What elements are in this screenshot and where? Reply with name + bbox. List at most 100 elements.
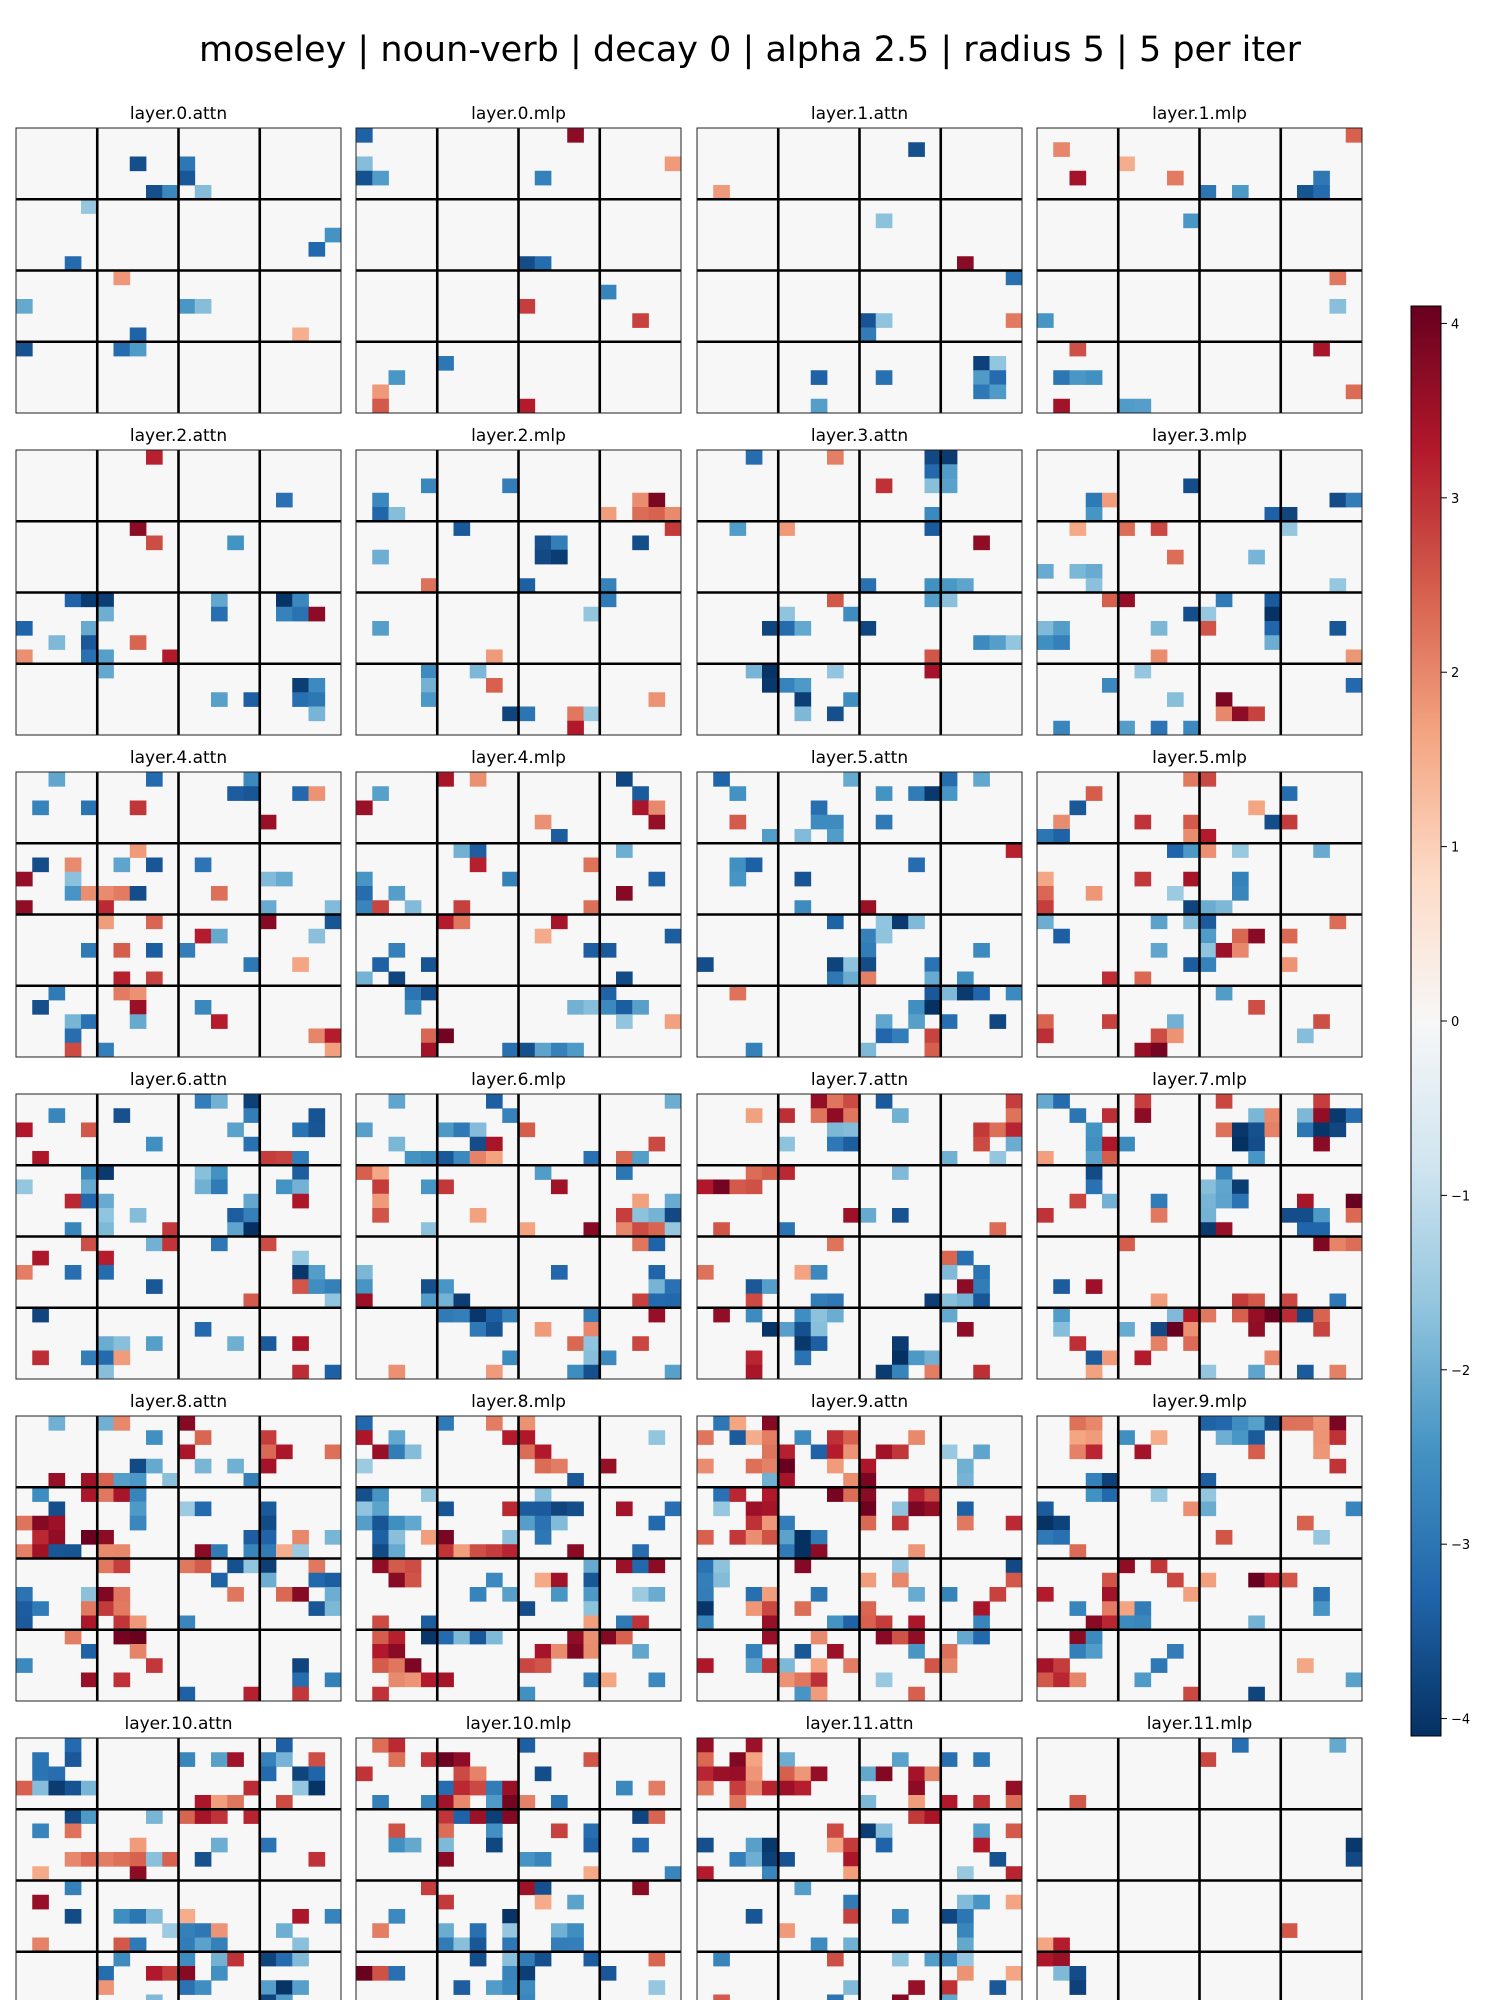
heatmap-cell [129, 1501, 147, 1517]
heatmap-cell [421, 678, 438, 693]
heatmap-cell [81, 635, 98, 650]
heatmap-cell [48, 772, 66, 787]
heatmap-cell [129, 985, 147, 1001]
heatmap-cell [794, 1672, 812, 1688]
heatmap-cell [632, 1615, 649, 1631]
heatmap-cell [1215, 1094, 1233, 1109]
heatmap-cell [194, 1795, 212, 1810]
heatmap-cell [356, 886, 373, 901]
heatmap-cell [421, 1795, 438, 1810]
heatmap-cell [16, 299, 33, 314]
heatmap-cell [469, 772, 487, 787]
heatmap-cell [875, 1028, 893, 1044]
heatmap-cell [1134, 1615, 1152, 1631]
heatmap-cell [308, 692, 326, 707]
heatmap-cell [940, 1909, 958, 1924]
heatmap-cell [859, 1823, 877, 1839]
heatmap-cell [1005, 1136, 1023, 1152]
heatmap-cell [1183, 1307, 1200, 1323]
heatmap-cell [372, 507, 389, 522]
heatmap-cell [794, 1530, 812, 1545]
heatmap-cell [1085, 1364, 1103, 1380]
heatmap-cell [908, 1014, 925, 1029]
heatmap-cell [778, 1458, 795, 1474]
heatmap-cell [1280, 1208, 1298, 1223]
heatmap-cell [1037, 914, 1054, 930]
heatmap-cell [664, 1866, 682, 1881]
heatmap-cell [745, 1780, 763, 1796]
heatmap-cell [1134, 871, 1152, 887]
heatmap-cell [1297, 1122, 1314, 1138]
heatmap-cell [356, 1458, 373, 1474]
heatmap-cell [292, 1179, 309, 1195]
heatmap-cell [1183, 213, 1200, 229]
heatmap-cell [924, 1501, 942, 1517]
heatmap-cell [810, 1587, 828, 1602]
heatmap-cell [64, 1222, 82, 1237]
heatmap-cell [648, 1809, 666, 1824]
heatmap-cell [259, 871, 277, 887]
heatmap-cell [1053, 1530, 1070, 1545]
heatmap-cell [404, 1837, 422, 1853]
heatmap-cell [1134, 398, 1152, 414]
heatmap-cell [745, 1364, 763, 1380]
heatmap-cell [308, 1780, 326, 1796]
heatmap-cell [583, 1151, 601, 1166]
heatmap-cell [292, 1250, 309, 1266]
heatmap-cell [1150, 720, 1168, 736]
heatmap-cell [502, 706, 519, 722]
heatmap-cell [632, 1880, 649, 1896]
heatmap-cell [1215, 692, 1233, 707]
heatmap-cell [843, 1866, 860, 1881]
heatmap-cell [616, 1151, 633, 1166]
heatmap-cell [973, 1615, 990, 1631]
heatmap-panel: layer.3.attn [696, 426, 1023, 736]
panel-frame [1036, 1093, 1363, 1380]
heatmap-cell [1085, 564, 1103, 579]
heatmap-cell [502, 1909, 519, 1924]
heatmap-cell [924, 507, 942, 522]
heatmap-cell [1183, 957, 1200, 972]
heatmap-cell [404, 1558, 422, 1574]
heatmap-cell [1069, 341, 1087, 357]
heatmap-cell [794, 1430, 812, 1445]
heatmap-cell [1037, 1672, 1054, 1688]
heatmap-cell [32, 1866, 49, 1881]
heatmap-cell [113, 1615, 131, 1631]
heatmap-cell [1345, 1501, 1363, 1517]
heatmap-cell [729, 1766, 747, 1782]
panel-title: layer.7.attn [811, 1070, 908, 1090]
heatmap-cell [259, 1151, 277, 1166]
heatmap-cell [973, 635, 990, 650]
heatmap-cell [146, 772, 163, 787]
heatmap-cell [1085, 370, 1103, 385]
heatmap-cell [1313, 341, 1330, 357]
heatmap-cell [486, 1544, 503, 1559]
heatmap-cell [308, 1122, 326, 1138]
heatmap-cell [794, 1766, 812, 1782]
heatmap-cell [697, 1780, 714, 1796]
heatmap-cell [1280, 814, 1298, 830]
heatmap-cell [1264, 1416, 1282, 1431]
heatmap-cell [502, 1530, 519, 1545]
heatmap-cell [1183, 843, 1200, 858]
heatmap-cell [745, 663, 763, 679]
heatmap-cell [113, 1629, 131, 1645]
heatmap-cell [1248, 1686, 1265, 1702]
heatmap-cell [1199, 1193, 1217, 1209]
heatmap-cell [1150, 1208, 1168, 1223]
heatmap-cell [632, 1587, 649, 1602]
heatmap-cell [908, 1809, 925, 1824]
heatmap-cell [778, 621, 795, 636]
heatmap-cell [762, 1866, 779, 1881]
panel-cells [16, 156, 342, 357]
heatmap-panel: layer.11.mlp [1036, 1714, 1363, 2000]
heatmap-cell [292, 1122, 309, 1138]
heatmap-cell [1102, 678, 1119, 693]
heatmap-cell [356, 1122, 373, 1138]
heatmap-cell [113, 1937, 131, 1953]
panel-title: layer.6.mlp [471, 1070, 566, 1090]
heatmap-cell [859, 943, 877, 958]
heatmap-cell [308, 242, 326, 257]
heatmap-cell [194, 857, 212, 873]
